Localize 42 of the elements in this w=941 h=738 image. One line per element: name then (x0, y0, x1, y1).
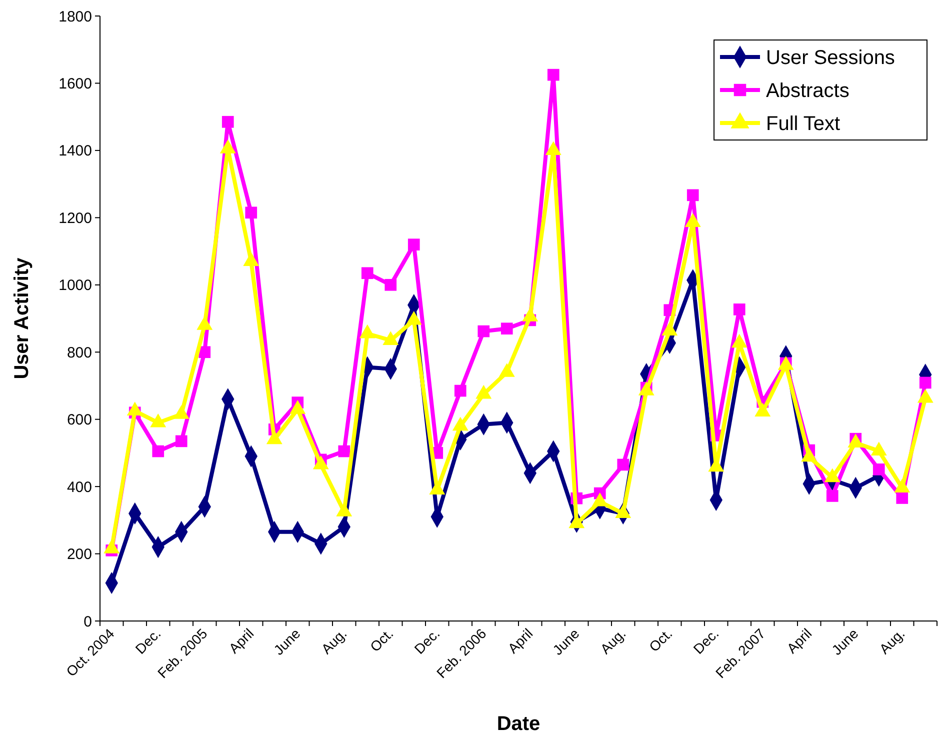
point (733, 304, 746, 316)
x-tick-label: Oct. (646, 625, 676, 655)
x-tick-label: Oct. (366, 625, 396, 655)
x-tick-label: Dec. (690, 625, 722, 657)
x-axis-title: Date (496, 713, 540, 735)
x-tick-label: Aug. (597, 625, 629, 657)
legend-label: User Sessions (766, 47, 895, 69)
y-tick-label: 1400 (58, 142, 92, 160)
x-tick-label: Aug. (318, 625, 350, 657)
y-tick-label: 1600 (58, 75, 92, 92)
point (361, 267, 374, 280)
point (152, 445, 164, 458)
point (826, 490, 838, 502)
point (478, 325, 490, 338)
y-tick-label: 800 (66, 344, 92, 362)
point (500, 322, 513, 334)
y-tick-label: 1000 (58, 277, 92, 294)
y-tick-label: 0 (84, 613, 92, 630)
legend-label: Abstracts (766, 80, 850, 102)
point (408, 238, 420, 250)
point (686, 189, 699, 202)
y-tick-label: 600 (66, 412, 92, 429)
y-tick-label: 1200 (58, 210, 92, 227)
point (872, 464, 885, 476)
point (896, 492, 908, 504)
y-tick-label: 200 (66, 546, 92, 564)
point (617, 458, 630, 471)
point (384, 278, 397, 291)
y-axis-title: User Activity (11, 256, 33, 380)
x-tick-label: Aug. (876, 625, 908, 657)
point (547, 68, 560, 81)
point (175, 435, 188, 448)
point (222, 116, 234, 128)
point (245, 206, 258, 219)
point (338, 445, 350, 458)
y-tick-label: 400 (66, 478, 92, 496)
y-tick-label: 1800 (58, 8, 92, 26)
point (454, 384, 466, 397)
point (919, 376, 932, 389)
legend-label: Full Text (766, 113, 841, 135)
x-tick-label: Dec. (132, 625, 164, 657)
x-tick-label: Dec. (411, 625, 443, 657)
